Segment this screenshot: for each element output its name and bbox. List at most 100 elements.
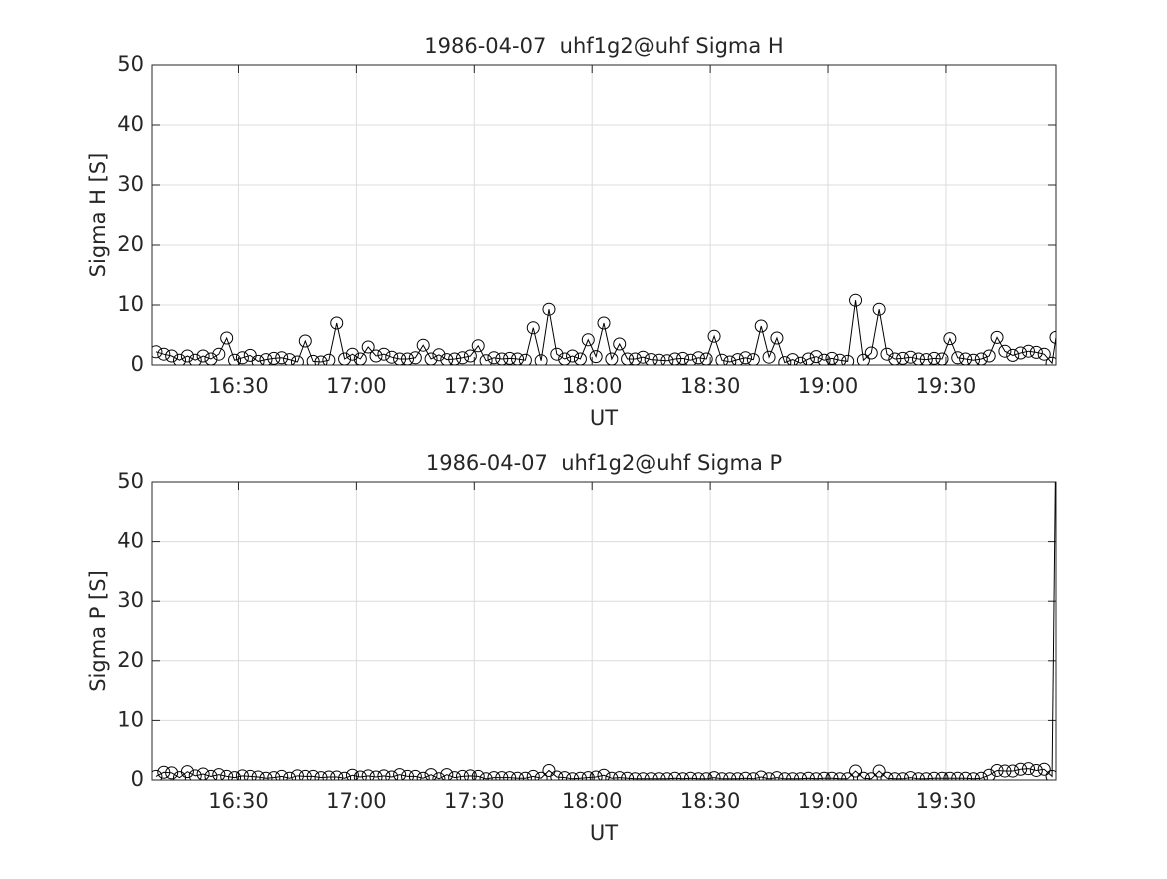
- data-point: [935, 352, 949, 365]
- data-point: [471, 769, 485, 780]
- data-point: [864, 346, 878, 360]
- x-tick-label: 17:30: [444, 374, 505, 398]
- data-point: [990, 330, 1004, 344]
- data-point: [1021, 762, 1035, 776]
- data-point: [511, 352, 525, 365]
- x-axis-label: UT: [590, 821, 618, 845]
- data-point: [825, 771, 839, 780]
- data-point: [1045, 769, 1056, 780]
- y-tick-label: 50: [117, 52, 144, 76]
- data-point: [872, 764, 886, 778]
- data-point: [377, 769, 391, 780]
- data-point: [448, 352, 462, 365]
- data-point: [196, 767, 210, 780]
- data-point: [778, 356, 792, 365]
- data-point: [440, 353, 454, 365]
- data-point: [951, 351, 965, 365]
- axes-frame: [151, 481, 1057, 781]
- data-point: [393, 352, 407, 365]
- data-point: [911, 772, 925, 780]
- data-point: [463, 769, 477, 780]
- data-point: [228, 771, 242, 780]
- data-point: [290, 769, 304, 780]
- data-point: [542, 763, 556, 777]
- data-point: [220, 331, 234, 345]
- x-tick-label: 19:30: [916, 374, 977, 398]
- data-point: [267, 351, 281, 365]
- x-tick-label: 17:00: [326, 789, 387, 813]
- data-point: [770, 771, 784, 780]
- series-group: [152, 293, 1056, 365]
- data-point: [762, 772, 776, 780]
- x-tick-label: 19:30: [916, 789, 977, 813]
- data-point: [518, 353, 532, 365]
- data-point: [432, 348, 446, 362]
- y-tick-label: 0: [131, 352, 144, 376]
- data-point: [966, 353, 980, 365]
- data-point: [306, 769, 320, 780]
- data-point: [275, 769, 289, 780]
- data-point: [157, 347, 171, 361]
- y-tick-label: 40: [117, 529, 144, 553]
- data-point: [746, 353, 760, 365]
- data-point: [424, 352, 438, 365]
- x-tick-label: 16:30: [208, 789, 269, 813]
- data-point: [400, 352, 414, 365]
- data-point: [573, 771, 587, 780]
- data-point: [558, 352, 572, 365]
- data-point: [731, 353, 745, 365]
- data-point: [1029, 763, 1043, 777]
- x-tick-label: 16:30: [208, 374, 269, 398]
- data-point: [558, 771, 572, 780]
- data-point: [1050, 416, 1062, 428]
- data-point: [526, 321, 540, 335]
- data-point: [864, 772, 878, 780]
- data-point: [754, 319, 768, 333]
- data-point: [683, 771, 697, 780]
- data-point: [707, 771, 721, 780]
- data-point: [833, 772, 847, 780]
- data-point: [298, 769, 312, 780]
- x-tick-label: 17:00: [326, 374, 387, 398]
- data-point: [809, 772, 823, 780]
- data-point: [212, 768, 226, 780]
- data-point: [385, 350, 399, 364]
- data-point: [165, 766, 179, 780]
- data-point: [479, 354, 493, 365]
- data-point: [652, 772, 666, 780]
- data-point: [927, 771, 941, 780]
- data-point: [966, 772, 980, 780]
- y-tick-label: 10: [117, 292, 144, 316]
- data-point: [794, 356, 808, 365]
- data-point: [660, 772, 674, 780]
- data-point: [353, 352, 367, 365]
- data-point: [605, 352, 619, 365]
- data-point: [322, 353, 336, 365]
- data-point: [644, 772, 658, 780]
- data-point: [290, 355, 304, 365]
- data-point: [919, 353, 933, 365]
- data-point: [691, 772, 705, 780]
- data-point: [856, 353, 870, 365]
- data-point: [152, 769, 163, 780]
- data-point: [361, 340, 375, 354]
- plot-area: 0 10 20 30 40 50 16:30 17:00 17:30 18:00 18:30 19:0…: [86, 416, 1062, 845]
- y-tick-label: 30: [117, 172, 144, 196]
- data-point: [911, 352, 925, 365]
- x-tick-label: 18:30: [680, 374, 741, 398]
- data-point: [1045, 356, 1056, 365]
- data-point: [487, 771, 501, 780]
- data-point: [621, 771, 635, 780]
- data-point: [456, 351, 470, 365]
- data-point: [440, 768, 454, 780]
- data-point: [589, 350, 603, 364]
- data-point: [715, 772, 729, 780]
- data-point: [880, 347, 894, 361]
- data-point: [456, 769, 470, 780]
- data-point: [943, 332, 957, 346]
- data-point: [1006, 348, 1020, 362]
- data-point: [723, 355, 737, 365]
- data-point: [550, 770, 564, 780]
- data-point: [990, 763, 1004, 777]
- data-point: [400, 769, 414, 780]
